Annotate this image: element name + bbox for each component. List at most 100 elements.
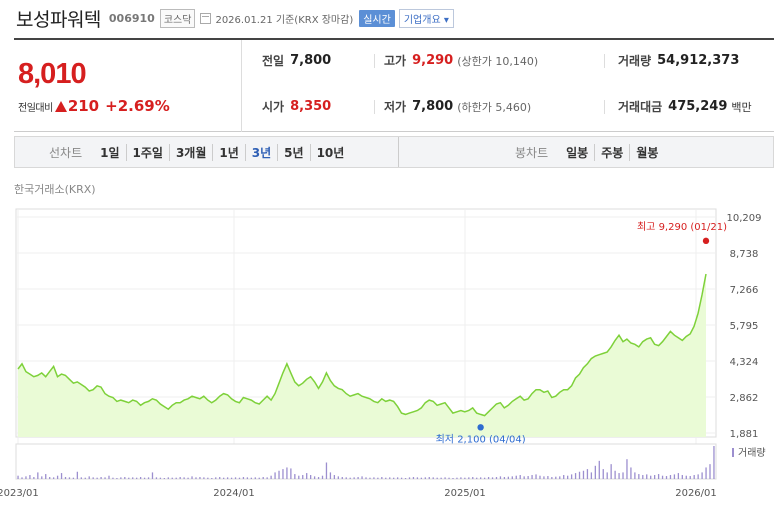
tab-1d[interactable]: 1일	[100, 145, 120, 160]
volume-bar	[444, 477, 446, 479]
volume-bar	[104, 477, 106, 479]
volume-bar	[56, 475, 59, 479]
volume-bar	[412, 477, 415, 479]
tab-daily[interactable]: 일봉	[566, 145, 589, 160]
volume-bar	[511, 476, 513, 479]
volume-bar	[476, 477, 478, 479]
volume-bar	[468, 477, 470, 479]
volume-bar	[586, 469, 589, 479]
volume-bar	[480, 477, 482, 479]
volume-bar	[321, 475, 324, 479]
volume-bar	[436, 477, 438, 479]
volume-bar	[705, 467, 707, 479]
y-tick-label: 8,738	[730, 249, 759, 260]
tab-3m[interactable]: 3개월	[168, 143, 212, 161]
volume-bar	[464, 477, 466, 479]
tab-3y[interactable]: 3년	[244, 143, 277, 161]
realtime-button[interactable]: 실시간	[359, 9, 395, 27]
volume-bar	[389, 477, 391, 479]
volume-bar	[709, 464, 711, 479]
volume-bar	[226, 477, 229, 479]
stat-label: 거래량	[618, 54, 652, 68]
volume-bar	[211, 478, 213, 479]
volume-bar	[167, 477, 169, 479]
candle-chart-label: 봉차트	[515, 145, 549, 160]
stat-prev: 전일 7,800	[262, 52, 331, 69]
volume-bar	[41, 476, 43, 479]
min-label: 최저 2,100 (04/04)	[436, 433, 526, 445]
volume-bar	[120, 477, 122, 479]
volume-bar	[175, 477, 177, 479]
y-tick-label: 4,324	[730, 357, 759, 368]
volume-bar	[424, 477, 426, 479]
y-tick-label: 10,209	[727, 213, 762, 224]
volume-bar	[25, 476, 27, 479]
volume-bar	[159, 477, 162, 479]
volume-bar	[128, 477, 130, 479]
volume-bar	[37, 472, 39, 479]
volume-bar	[614, 470, 616, 479]
volume-bar	[539, 475, 541, 479]
tab-5y[interactable]: 5년	[277, 143, 309, 161]
volume-bar	[132, 477, 134, 479]
volume-bar	[96, 477, 98, 479]
volume-bar	[199, 477, 201, 479]
tab-weekly[interactable]: 주봉	[594, 143, 629, 161]
price-summary: 8,010 전일대비 210 +2.69% 전일 7,800 고가 9,290 …	[14, 38, 774, 132]
tabs-divider	[398, 137, 399, 167]
volume-bar	[499, 476, 502, 479]
volume-bar	[385, 477, 387, 479]
volume-bar	[76, 471, 79, 479]
candle-chart-tabs: 봉차트 일봉 주봉 월봉	[515, 137, 664, 167]
stat-low: 저가 7,800 (하한가 5,460)	[384, 98, 531, 115]
volume-bar	[274, 472, 276, 479]
volume-bar	[349, 477, 351, 479]
tab-1w[interactable]: 1주일	[125, 143, 169, 161]
volume-bar	[246, 477, 249, 479]
volume-bar	[606, 472, 608, 479]
stat-label: 시가	[262, 100, 285, 114]
volume-bar	[33, 477, 35, 479]
volume-bar	[191, 476, 193, 479]
tab-10y[interactable]: 10년	[309, 143, 351, 161]
volume-bar	[298, 475, 300, 479]
volume-bar	[503, 477, 506, 479]
stat-label: 저가	[384, 100, 407, 114]
volume-bar	[377, 477, 379, 479]
volume-bar	[408, 477, 411, 479]
volume-bar	[108, 475, 110, 479]
volume-bar	[428, 477, 430, 479]
volume-bar	[163, 478, 165, 479]
volume-bar	[669, 475, 672, 479]
volume-bar	[638, 474, 640, 479]
volume-bar	[432, 477, 434, 479]
volume-bar	[531, 475, 533, 479]
volume-bar	[657, 474, 660, 479]
volume-bar	[143, 477, 146, 479]
stat-value: 475,249	[668, 99, 728, 114]
volume-bar	[254, 477, 256, 479]
volume-bar	[250, 477, 252, 479]
volume-bar	[622, 472, 624, 479]
volume-bar	[302, 475, 304, 479]
volume-bar	[626, 459, 628, 479]
tab-1y[interactable]: 1년	[212, 143, 244, 161]
company-summary-dropdown[interactable]: 기업개요 ▾	[398, 8, 454, 28]
volume-bar	[353, 477, 355, 479]
calendar-icon	[200, 12, 212, 24]
volume-bar	[650, 475, 652, 479]
price-area-fill	[18, 274, 706, 437]
volume-bar	[49, 477, 51, 479]
volume-bar	[92, 477, 94, 479]
volume-bar	[495, 477, 498, 479]
volume-bar	[155, 477, 158, 479]
volume-bar	[64, 477, 67, 479]
stat-high: 고가 9,290 (상한가 10,140)	[384, 52, 538, 69]
volume-bar	[242, 477, 245, 479]
volume-bar	[574, 473, 577, 479]
x-tick-label: 2026/01	[675, 488, 717, 499]
stat-label: 고가	[384, 54, 407, 68]
tab-monthly[interactable]: 월봉	[629, 143, 664, 161]
volume-bar	[329, 472, 332, 479]
data-source: 한국거래소(KRX)	[14, 183, 96, 196]
